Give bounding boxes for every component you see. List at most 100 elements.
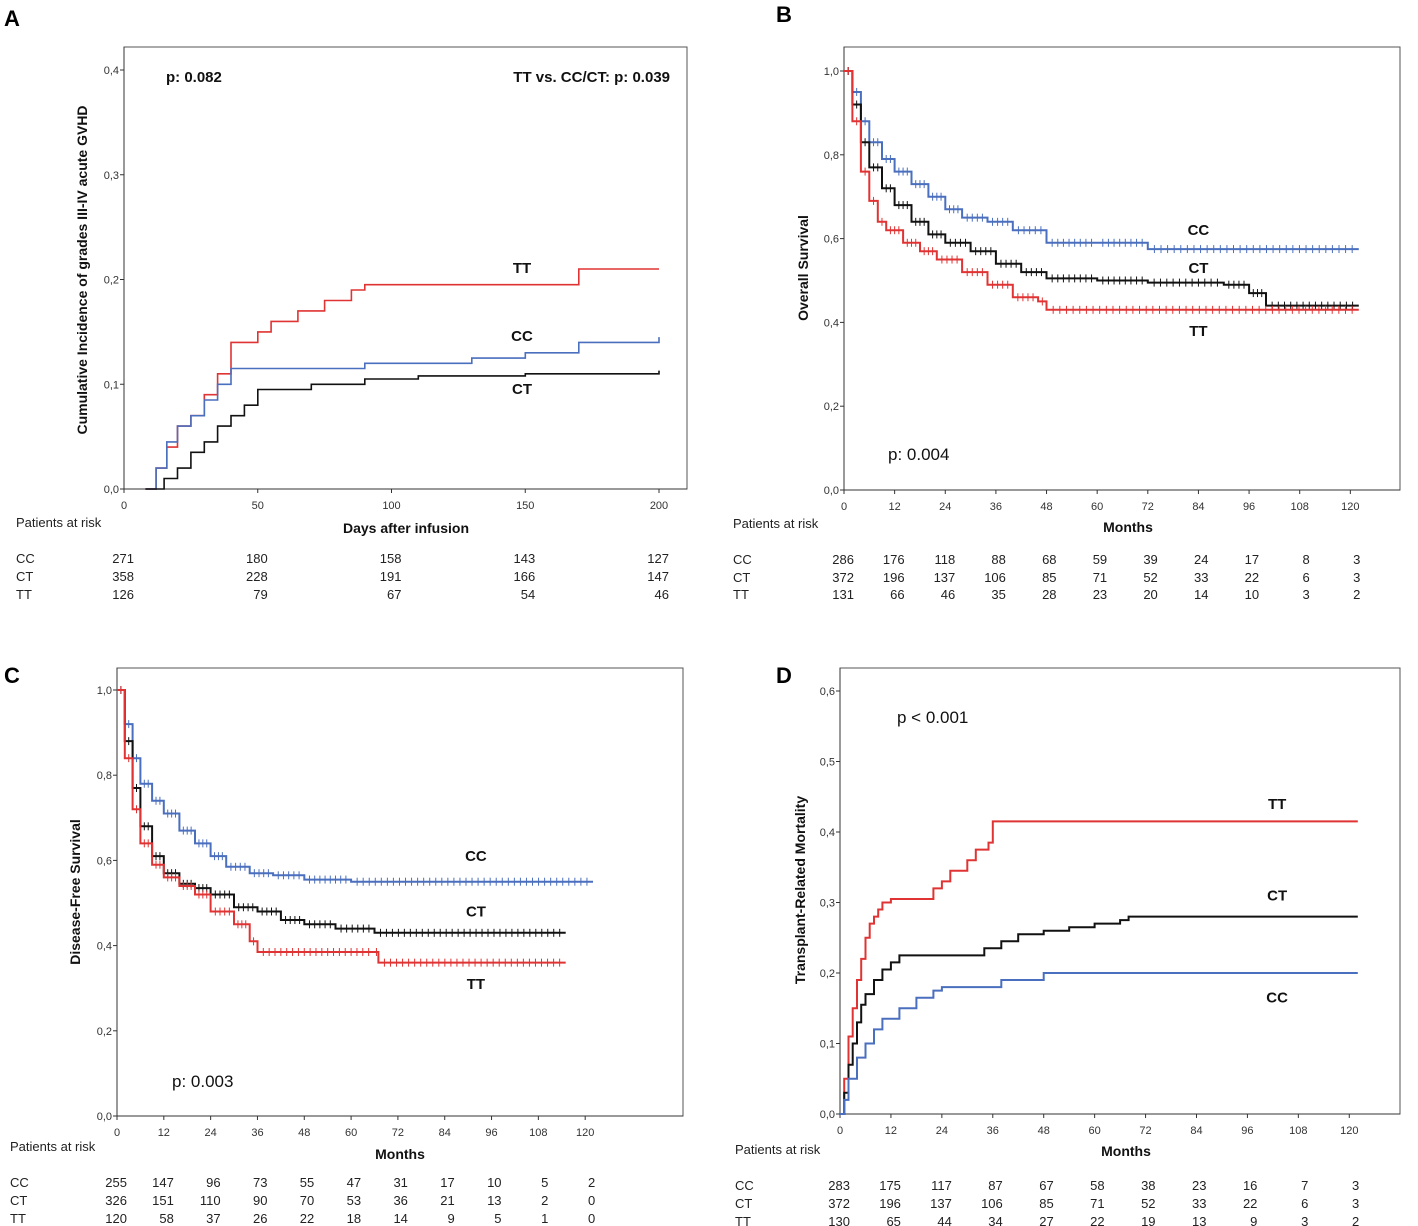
curve-label-ct: CT [466,904,486,921]
curve-label-tt: TT [1268,796,1286,813]
risk-count: 3 [1353,552,1360,567]
risk-count: 0 [588,1211,595,1226]
x-tick-label: 100 [382,500,400,512]
panel-c: C0,00,20,40,60,81,00 12 24 36 48 60 72 84 96 108 1… [4,663,684,1226]
risk-count: 65 [886,1214,900,1226]
risk-count: 2 [1353,587,1360,602]
x-tick-label: 60 [345,1127,357,1139]
risk-count: 131 [832,587,854,602]
x-tick-label: 36 [987,1125,999,1137]
risk-count: 39 [1143,552,1157,567]
plot-frame [116,667,684,1117]
y-tick-label: 0,6 [820,686,835,698]
y-tick-label: 0,2 [820,968,835,980]
x-tick-label: 120 [576,1127,594,1139]
plot-frame [123,46,688,490]
risk-count: 59 [1093,552,1107,567]
x-tick-label: 60 [1091,501,1103,513]
risk-count: 283 [828,1178,850,1193]
risk-count: 67 [387,587,401,602]
x-axis-title: Months [1103,519,1153,535]
x-tick-label: 120 [1340,1125,1358,1137]
risk-count: 9 [447,1211,454,1226]
risk-count: 85 [1039,1196,1053,1211]
x-tick-label: 120 [1341,501,1359,513]
risk-count: 3 [1301,1214,1308,1226]
risk-count: 36 [393,1193,407,1208]
risk-count: 23 [1093,587,1107,602]
risk-count: 37 [206,1211,220,1226]
risk-count: 2 [1352,1214,1359,1226]
risk-count: 47 [347,1175,361,1190]
curve-label-ct: CT [1188,260,1208,277]
y-tick-label: 0,0 [97,1111,112,1123]
risk-count: 196 [883,570,905,585]
y-tick-label: 0,4 [824,317,839,329]
risk-count: 147 [152,1175,174,1190]
risk-count: 52 [1141,1196,1155,1211]
risk-count: 326 [105,1193,127,1208]
risk-row-label: TT [10,1211,26,1226]
x-tick-label: 50 [252,500,264,512]
x-tick-label: 60 [1089,1125,1101,1137]
risk-count: 90 [253,1193,267,1208]
x-tick-label: 84 [439,1127,451,1139]
risk-count: 20 [1143,587,1157,602]
curve-cc [840,972,1358,1115]
y-tick-label: 0,4 [97,941,112,953]
risk-count: 18 [347,1211,361,1226]
x-tick-label: 84 [1192,501,1204,513]
risk-count: 106 [984,570,1006,585]
y-tick-label: 0,2 [97,1026,112,1038]
risk-count: 10 [1245,587,1259,602]
x-tick-label: 72 [1139,1125,1151,1137]
risk-count: 5 [494,1211,501,1226]
risk-count: 46 [941,587,955,602]
x-tick-label: 108 [529,1127,547,1139]
x-tick-label: 48 [1040,501,1052,513]
y-axis-title: Transplant-Related Mortality [792,796,808,984]
panel-b: B0,00,20,40,60,81,00 12 24 36 48 60 72 84 96 108 1… [733,2,1401,602]
curve-cc [145,337,660,490]
risk-count: 2 [588,1175,595,1190]
x-tick-label: 48 [298,1127,310,1139]
risk-count: 58 [1090,1178,1104,1193]
x-tick-label: 72 [392,1127,404,1139]
risk-count: 13 [1192,1214,1206,1226]
x-tick-label: 72 [1142,501,1154,513]
risk-count: 31 [393,1175,407,1190]
risk-count: 196 [879,1196,901,1211]
risk-count: 127 [647,551,669,566]
risk-count: 52 [1143,570,1157,585]
curve-ct [840,915,1358,1115]
curve-ct [145,370,660,490]
p-value-annotation: p: 0.003 [172,1072,233,1091]
risk-count: 6 [1302,570,1309,585]
risk-count: 34 [988,1214,1002,1226]
panel-letter: C [4,663,20,688]
risk-count: 1 [541,1211,548,1226]
y-tick-label: 0,0 [820,1109,835,1121]
x-tick-label: 150 [516,500,534,512]
risk-count: 3 [1302,587,1309,602]
risk-count: 10 [487,1175,501,1190]
y-tick-label: 0,0 [104,484,119,496]
risk-count: 191 [380,569,402,584]
risk-count: 175 [879,1178,901,1193]
y-tick-label: 0,6 [97,855,112,867]
risk-count: 106 [981,1196,1003,1211]
risk-count: 96 [206,1175,220,1190]
risk-count: 27 [1039,1214,1053,1226]
x-tick-label: 12 [885,1125,897,1137]
y-tick-label: 0,0 [824,485,839,497]
curve-tt [844,70,1359,311]
x-tick-label: 36 [990,501,1002,513]
x-tick-label: 24 [205,1127,217,1139]
risk-row-label: CT [733,570,750,585]
risk-count: 8 [1302,552,1309,567]
risk-row-label: TT [733,587,749,602]
risk-count: 21 [440,1193,454,1208]
x-tick-label: 48 [1038,1125,1050,1137]
curve-ct [117,689,566,934]
risk-count: 13 [487,1193,501,1208]
